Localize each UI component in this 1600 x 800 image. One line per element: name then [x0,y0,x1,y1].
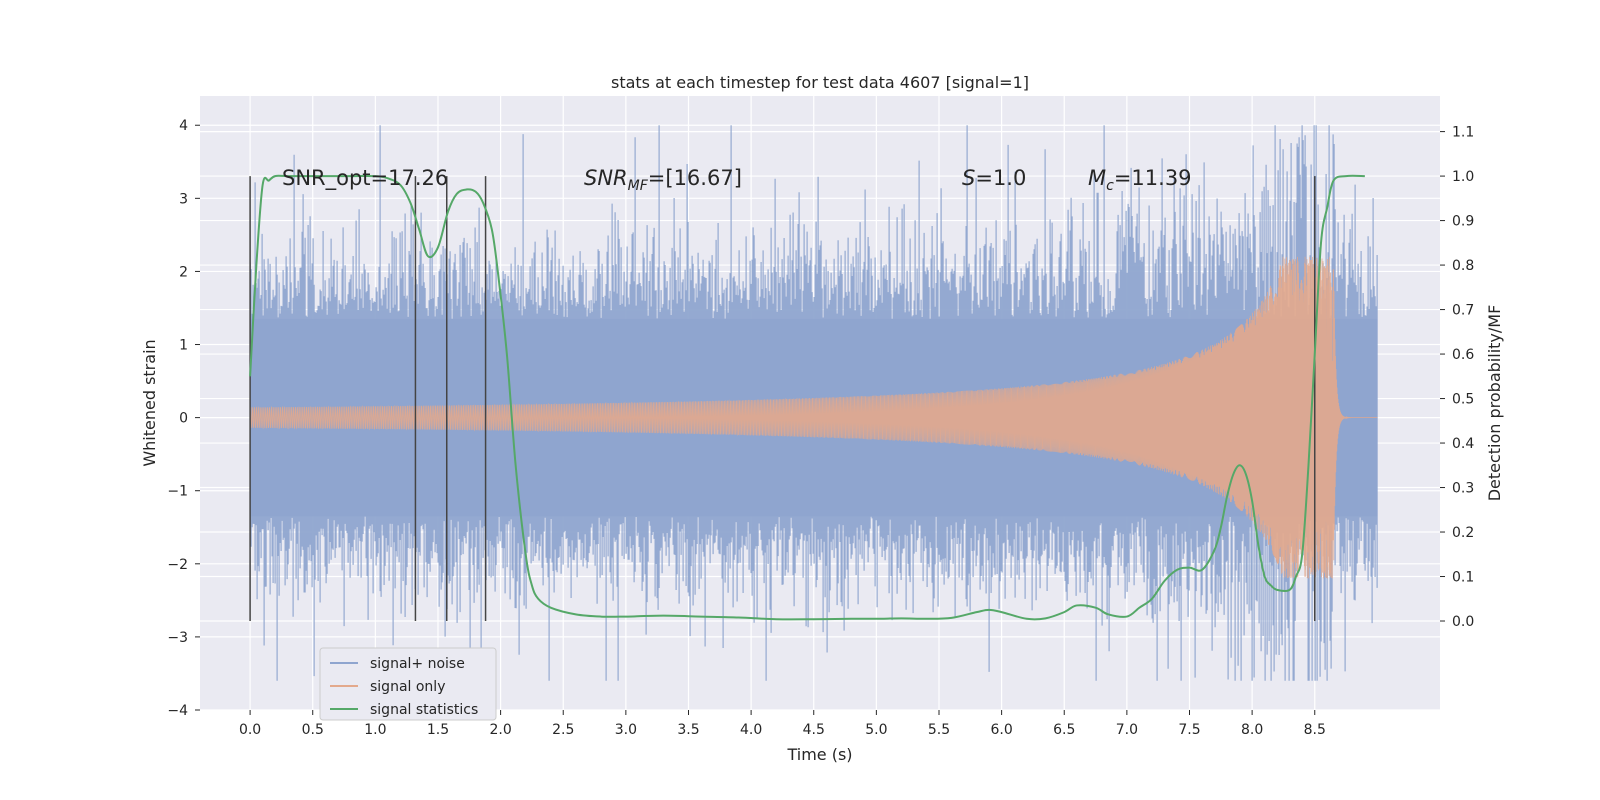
x-tick-label: 4.0 [740,722,762,738]
annotation-mc-sub: c [1106,178,1114,194]
x-tick-label: 6.0 [990,722,1012,738]
x-tick-label: 1.5 [427,722,449,738]
legend-label-stats: signal statistics [370,702,478,718]
x-tick-label: 1.0 [364,722,386,738]
x-tick-label: 3.0 [615,722,637,738]
x-tick-label: 2.0 [489,722,511,738]
y-right-tick-label: 1.0 [1452,169,1474,185]
x-tick-label: 0.0 [239,722,261,738]
x-axis-label: Time (s) [786,745,852,764]
y-right-tick-label: 0.9 [1452,214,1474,230]
x-tick-label: 7.0 [1116,722,1138,738]
y-right-tick-label: 0.3 [1452,481,1474,497]
annotation-s-value: =1.0 [975,166,1026,190]
y-right-tick-label: 0.2 [1452,525,1474,541]
y-axis-label: Whitened strain [140,339,159,466]
x-tick-label: 7.5 [1178,722,1200,738]
y-right-tick-label: 0.0 [1452,614,1474,630]
y-right-tick-label: 0.5 [1452,392,1474,408]
y-tick-label: −3 [167,630,188,646]
y-tick-label: 0 [179,411,188,427]
x-tick-label: 2.5 [552,722,574,738]
annotation-snr-opt: SNR_opt=17.26 [282,166,448,191]
y-right-tick-label: 0.8 [1452,258,1474,274]
y-tick-label: −2 [167,557,188,573]
annotation-snr-mf-main: SNR [584,166,628,190]
x-tick-label: 0.5 [302,722,324,738]
legend-box [319,647,497,721]
signal-only-series [249,256,1378,579]
signal-only-line [249,256,1378,579]
y-tick-label: 4 [179,118,188,134]
signal-statistics-line [249,174,1365,621]
y-tick-label: 1 [179,338,188,354]
x-tick-label: 8.0 [1241,722,1263,738]
signal-statistics-series [249,174,1365,621]
legend-label-signal: signal only [370,679,445,695]
y-right-tick-label: 0.4 [1452,436,1474,452]
y-tick-label: −4 [167,703,188,719]
annotation-s-main: S [962,166,975,190]
x-tick-label: 3.5 [677,722,699,738]
x-axis-ticks: 0.0 0.5 1.0 1.5 2.0 2.5 3.0 3.5 4.0 4.5 5.0 5.5 6.0 6… [239,710,1326,738]
y-axis-ticks: 4 3 2 1 0 −1 −2 −3 −4 [167,118,200,719]
annotation-mc: Mc=11.39 [1088,166,1192,194]
y-right-tick-label: 0.7 [1452,303,1474,319]
y-tick-label: 2 [179,264,188,280]
y-right-tick-label: 1.1 [1452,125,1474,141]
x-tick-label: 6.5 [1053,722,1075,738]
y-right-tick-label: 0.6 [1452,347,1474,363]
vertical-markers [249,176,1316,622]
y-right-axis-label: Detection probability/MF [1485,305,1504,502]
x-tick-label: 5.5 [928,722,950,738]
x-tick-label: 5.0 [865,722,887,738]
annotation-s: S=1.0 [962,166,1026,190]
y-tick-label: −1 [167,484,188,500]
legend: signal+ noise signal only signal statist… [319,647,497,721]
y-right-tick-label: 0.1 [1452,570,1474,586]
x-tick-label: 8.5 [1304,722,1326,738]
annotation-snr-mf-sub: MF [628,178,649,194]
annotation-snr-mf-value: =[16.67] [648,166,742,190]
x-tick-label: 4.5 [803,722,825,738]
annotation-snr-mf: SNRMF=[16.67] [584,166,742,194]
chart-title: stats at each timestep for test data 460… [611,73,1029,92]
legend-label-noise: signal+ noise [370,656,465,672]
y-right-axis-ticks: 1.1 1.0 0.9 0.8 0.7 0.6 0.5 0.4 0.3 0.2 0.1 0.0 [1440,125,1474,630]
annotation-mc-main: M [1088,166,1106,190]
annotation-mc-value: =11.39 [1114,166,1192,190]
y-tick-label: 3 [179,191,188,207]
